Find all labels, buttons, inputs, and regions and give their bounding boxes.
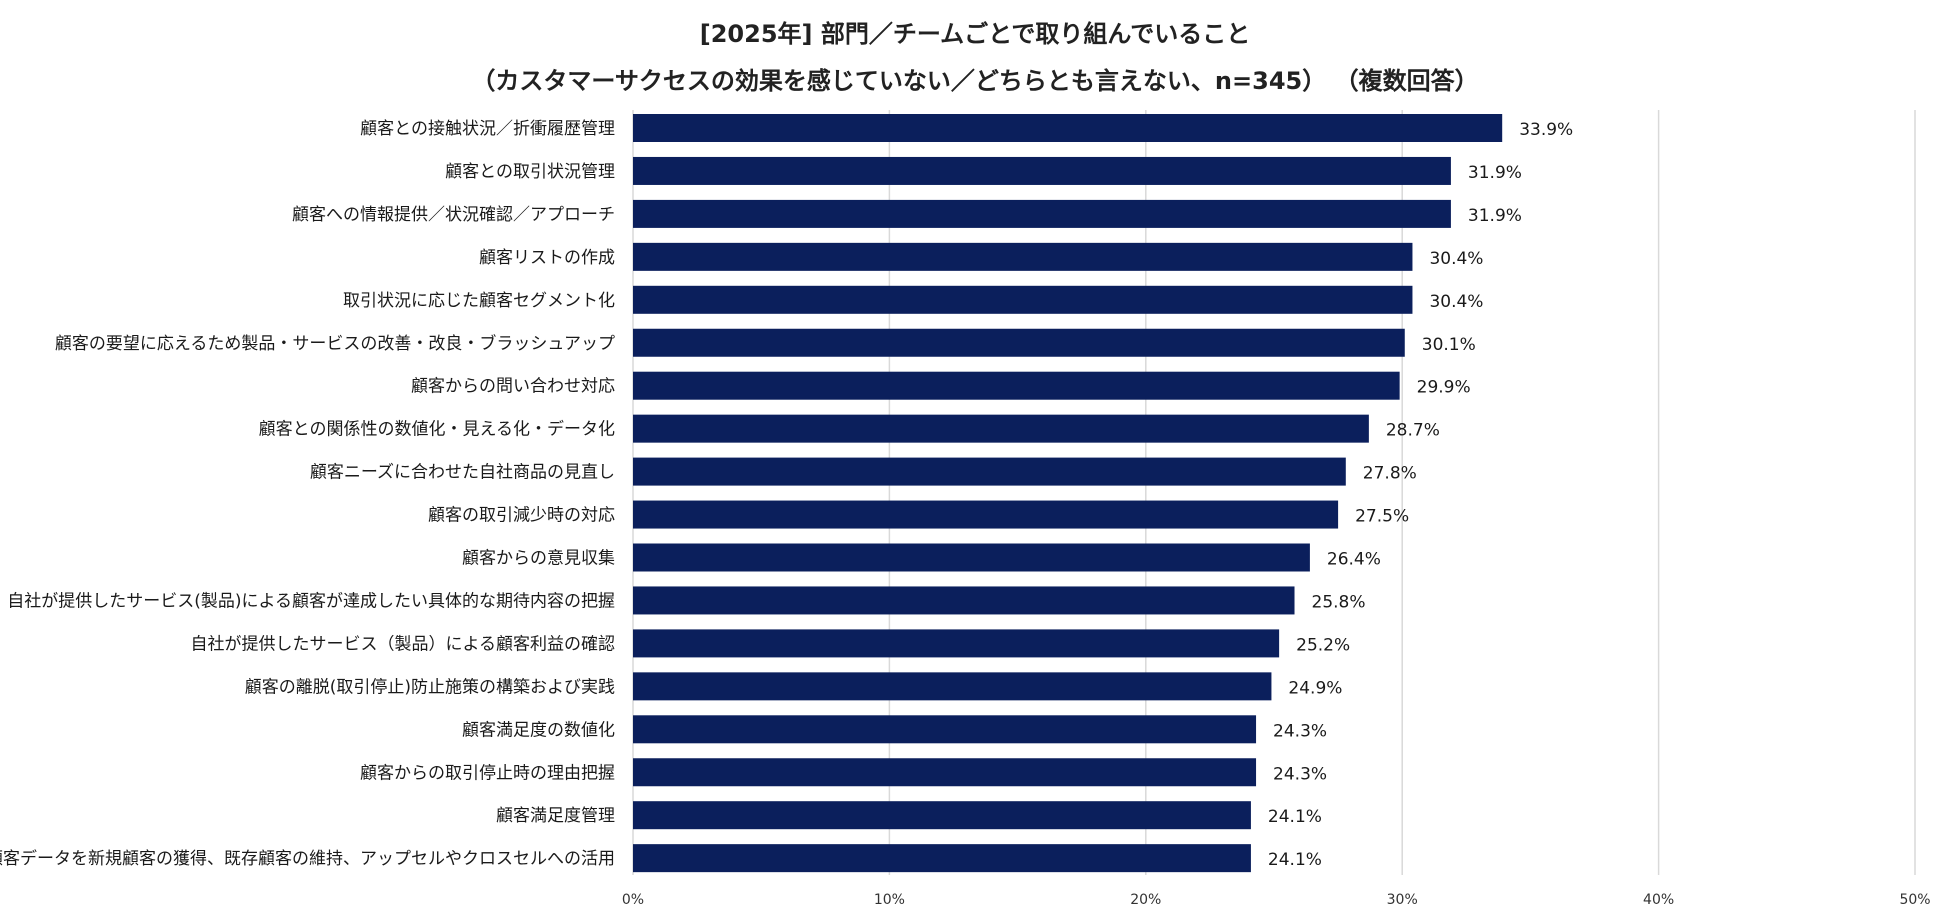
- x-tick-label: 0%: [622, 892, 644, 908]
- category-label: 顧客の離脱(取引停止)防止施策の構築および実践: [245, 677, 615, 697]
- category-label: 顧客満足度の数値化: [462, 720, 615, 740]
- value-label: 29.9%: [1417, 378, 1471, 398]
- value-label: 28.7%: [1386, 421, 1440, 441]
- value-label: 25.8%: [1312, 592, 1366, 612]
- category-label: 顧客データを新規顧客の獲得、既存顧客の維持、アップセルやクロスセルへの活用: [0, 848, 615, 869]
- bar: [633, 758, 1257, 787]
- category-label: 顧客リストの作成: [479, 248, 615, 268]
- bar: [633, 715, 1257, 744]
- bar: [633, 242, 1413, 271]
- value-label: 24.1%: [1268, 850, 1322, 870]
- bar: [633, 199, 1451, 228]
- category-label: 自社が提供したサービス（製品）による顧客利益の確認: [191, 634, 616, 654]
- value-label: 30.1%: [1422, 335, 1476, 355]
- x-tick-label: 20%: [1130, 892, 1161, 908]
- x-tick-label: 40%: [1643, 892, 1674, 908]
- category-label: 取引状況に応じた顧客セグメント化: [343, 291, 615, 311]
- value-label: 24.9%: [1288, 678, 1342, 698]
- value-label: 31.9%: [1468, 206, 1522, 226]
- value-label: 24.3%: [1273, 721, 1327, 741]
- value-label: 33.9%: [1519, 120, 1573, 140]
- bar: [633, 414, 1369, 443]
- category-label: 顧客の要望に応えるため製品・サービスの改善・改良・ブラッシュアップ: [55, 333, 615, 354]
- bar: [633, 801, 1251, 830]
- bar: [633, 500, 1339, 529]
- category-label: 顧客からの取引停止時の理由把握: [360, 763, 615, 783]
- chart-title: [2025年] 部門／チームごとで取り組んでいること: [699, 20, 1251, 48]
- value-label: 27.8%: [1363, 464, 1417, 484]
- bar: [633, 543, 1310, 572]
- bar: [633, 285, 1413, 314]
- bar: [633, 457, 1346, 486]
- value-label: 25.2%: [1296, 635, 1350, 655]
- value-label: 24.1%: [1268, 807, 1322, 827]
- bar: [633, 114, 1503, 142]
- chart-subtitle: （カスタマーサクセスの効果を感じていない／どちらとも言えない、n=345） （複…: [471, 67, 1479, 95]
- category-label: 顧客との接触状況／折衝履歴管理: [360, 119, 615, 139]
- value-label: 30.4%: [1429, 292, 1483, 312]
- x-tick-label: 10%: [874, 892, 905, 908]
- category-label: 顧客ニーズに合わせた自社商品の見直し: [310, 463, 615, 483]
- bar: [633, 156, 1451, 185]
- bar: [633, 844, 1251, 873]
- bar: [633, 672, 1272, 701]
- value-label: 30.4%: [1429, 249, 1483, 269]
- category-label: 顧客との関係性の数値化・見える化・データ化: [259, 419, 615, 440]
- category-label: 顧客の取引減少時の対応: [428, 506, 615, 526]
- bar: [633, 328, 1405, 357]
- x-tick-label: 30%: [1387, 892, 1418, 908]
- value-label: 27.5%: [1355, 507, 1409, 527]
- category-label: 顧客からの意見収集: [462, 549, 615, 569]
- category-label: 顧客との取引状況管理: [445, 162, 615, 182]
- category-label: 顧客満足度管理: [496, 806, 615, 826]
- category-label: 自社が提供したサービス(製品)による顧客が達成したい具体的な期待内容の把握: [7, 591, 615, 611]
- value-label: 26.4%: [1327, 550, 1381, 570]
- bar: [633, 629, 1280, 658]
- value-label: 24.3%: [1273, 764, 1327, 784]
- bar: [633, 586, 1295, 615]
- x-tick-label: 50%: [1899, 892, 1930, 908]
- bar: [633, 371, 1400, 400]
- value-label: 31.9%: [1468, 163, 1522, 183]
- category-label: 顧客への情報提供／状況確認／アプローチ: [292, 205, 615, 225]
- category-label: 顧客からの問い合わせ対応: [411, 377, 615, 397]
